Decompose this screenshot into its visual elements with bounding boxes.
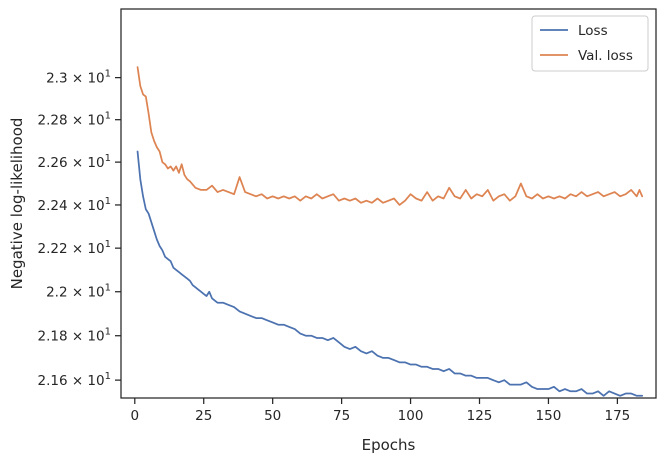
x-tick-label: 175 (605, 408, 631, 424)
legend-label-val-loss: Val. loss (578, 48, 633, 64)
x-axis-ticks: 0 25 50 75 100 125 150 175 (130, 398, 630, 424)
x-tick-label: 0 (130, 408, 139, 424)
x-axis-label: Epochs (362, 436, 416, 454)
plot-frame (120, 8, 657, 399)
series-line-val-loss (136, 66, 644, 206)
legend-label-loss: Loss (578, 23, 608, 39)
plot-background (121, 9, 656, 398)
y-axis-ticks: 2.16 × 101 2.18 × 101 2.2 × 101 2.22 × 101 2… (37, 69, 121, 389)
legend: Loss Val. loss (531, 15, 649, 72)
x-tick-label: 150 (536, 408, 562, 424)
series-line-loss (136, 150, 644, 397)
x-tick-label: 50 (264, 408, 281, 424)
y-axis-label: Negative log-likelihood (8, 118, 26, 290)
series-layer (136, 66, 644, 397)
y-tick-label: 2.16 × 101 (37, 371, 111, 389)
y-tick-label: 2.3 × 101 (46, 69, 111, 87)
x-tick-label: 25 (195, 408, 212, 424)
x-tick-label: 125 (467, 408, 493, 424)
y-tick-label: 2.22 × 101 (37, 239, 111, 257)
y-tick-label: 2.2 × 101 (46, 283, 111, 301)
y-tick-label: 2.18 × 101 (37, 327, 111, 345)
y-tick-label: 2.26 × 101 (37, 153, 111, 171)
x-tick-label: 75 (333, 408, 350, 424)
y-tick-label: 2.24 × 101 (37, 196, 111, 214)
y-tick-label: 2.28 × 101 (37, 111, 111, 129)
x-tick-label: 100 (398, 408, 424, 424)
